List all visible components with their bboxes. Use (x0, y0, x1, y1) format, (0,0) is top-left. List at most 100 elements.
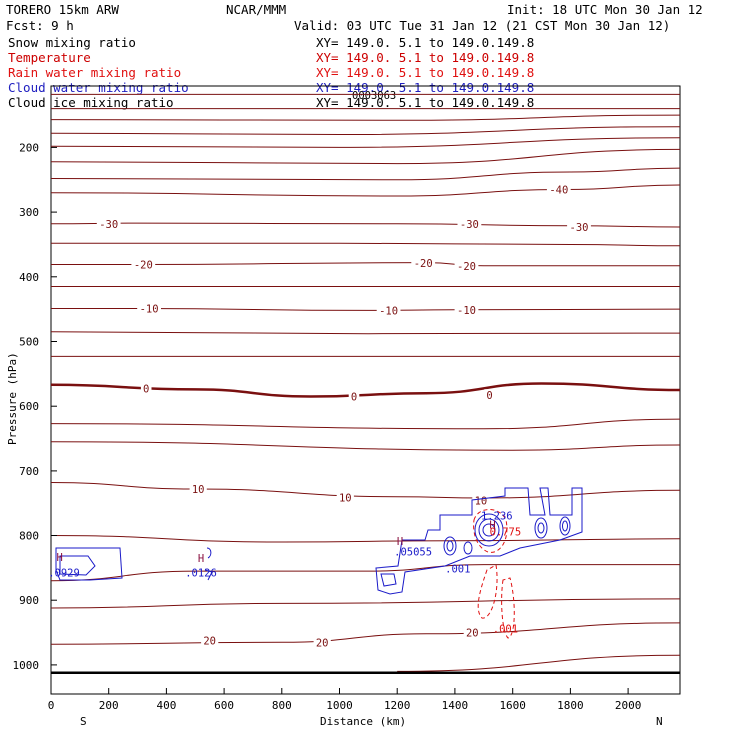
isotherm-label-0: -40 (549, 185, 568, 197)
rain-water-label-1: 0.775 (490, 527, 522, 539)
cloud-contour-cell-1 (474, 513, 504, 547)
cloud-contour-cell-2b (446, 540, 454, 552)
cloud-contour-cell-2 (443, 536, 457, 556)
x-tick-label-6: 1200 (384, 699, 411, 712)
x-tick-label-9: 1800 (557, 699, 584, 712)
x-end-left-label: S (80, 715, 87, 728)
isotherm-23 (397, 654, 681, 672)
isotherm-label-bg-3 (567, 221, 591, 233)
isotherm-label-bg-12 (484, 389, 495, 402)
isotherm-9 (51, 242, 681, 247)
isotherm-label-4: -20 (134, 260, 153, 272)
isotherm-label-bg-8 (376, 304, 401, 317)
overlay-code: 0003063 (352, 90, 396, 102)
cloud-contour-west-inner (59, 555, 96, 576)
cloud-water-label-2: H (198, 553, 204, 565)
x-tick-label-1: 200 (99, 699, 119, 712)
cloud-contour-east-small (380, 573, 397, 587)
rain-water-label-0: .001 (493, 624, 518, 636)
isotherm-label-15: 10 (475, 496, 488, 508)
isotherm-label-bg-2 (457, 217, 482, 230)
x-tick-label-10: 2000 (615, 699, 642, 712)
isotherm-19 (50, 535, 681, 543)
y-tick-label-6: 800 (19, 530, 39, 543)
isotherm-8 (50, 222, 681, 228)
isotherm-label-bg-16 (201, 634, 219, 647)
cloud-water-contours (55, 487, 583, 595)
rain-water-labels: .001 0.775 (490, 527, 522, 636)
isotherm-5 (50, 148, 681, 165)
forecast-hour: Fcst: 9 h (6, 18, 74, 33)
model-title: TORERO 15km ARW (6, 2, 119, 17)
rain-contour-plume (477, 564, 498, 619)
cloud-water-label-0: H (57, 552, 63, 564)
isotherm-label-11: 0 (351, 392, 357, 404)
x-tick-label-8: 1600 (499, 699, 526, 712)
legend-temperature-xy: XY= 149.0. 5.1 to 149.0.149.8 (316, 50, 534, 65)
y-tick-label-7: 900 (19, 594, 39, 607)
isotherm-4 (50, 137, 681, 148)
cloud-contour-west (55, 547, 123, 581)
isotherm-label-bg-17 (313, 636, 331, 649)
isotherm-label-bg-1 (96, 217, 121, 230)
x-tick-label-7: 1400 (442, 699, 469, 712)
cloud-contour-east (375, 487, 583, 595)
x-tick-label-5: 1000 (326, 699, 353, 712)
y-tick-label-4: 600 (19, 400, 39, 413)
cloud-contour-cell-3 (534, 517, 548, 539)
cloud-contour-cell-3b (537, 522, 545, 534)
rain-contour-core (473, 509, 508, 553)
cloud-contour-cell-1c (482, 523, 496, 537)
y-tick-label-3: 500 (19, 336, 39, 349)
isotherm-label-8: -10 (379, 305, 398, 317)
y-tick-label-1: 300 (19, 206, 39, 219)
isotherm-label-bg-14 (336, 491, 354, 504)
isotherm-label-bg-13 (189, 483, 207, 495)
isotherm-label-bg-15 (472, 494, 490, 507)
temperature-contours (50, 93, 681, 672)
legend-temperature-label: Temperature (8, 50, 91, 65)
legend-snow-label: Snow mixing ratio (8, 35, 136, 50)
legend-rain-xy: XY= 149.0. 5.1 to 149.0.149.8 (316, 65, 534, 80)
legend-cloud-water-label: Cloud water mixing ratio (8, 80, 189, 95)
isotherm-label-bg-0 (546, 183, 571, 196)
isotherm-7 (50, 184, 681, 197)
isotherm-17 (50, 441, 681, 451)
rain-contour-plume-2 (501, 577, 515, 639)
isotherm-13 (50, 331, 681, 335)
isotherm-18 (50, 482, 681, 499)
init-time: Init: 18 UTC Mon 30 Jan 12 (507, 2, 703, 17)
isotherm-label-7: -10 (140, 304, 159, 316)
cloud-water-label-1: .0929 (48, 567, 80, 579)
isotherm-2 (50, 114, 681, 121)
isotherm-label-18: 20 (466, 628, 479, 640)
valid-time: Valid: 03 UTC Tue 31 Jan 12 (21 CST Mon … (294, 18, 670, 33)
isotherm-label-bg-9 (454, 303, 479, 316)
isotherm-label-bg-18 (463, 626, 481, 639)
legend-cloud-water-xy: XY= 149.0. 5.1 to 149.0.149.8 (316, 80, 534, 95)
isotherm-12 (51, 307, 681, 311)
cloud-contour-cell-4b (562, 520, 568, 532)
isotherm-label-5: -20 (414, 258, 433, 270)
isotherm-16 (50, 418, 681, 430)
isotherm-10 (51, 262, 680, 267)
organization: NCAR/MMM (226, 2, 286, 17)
x-axis-label: Distance (km) (320, 715, 406, 728)
legend-cloud-ice-xy: XY= 149.0. 5.1 to 149.0.149.8 (316, 95, 534, 110)
y-axis-label: Pressure (hPa) (6, 352, 19, 445)
y-tick-label-0: 200 (19, 141, 39, 154)
isotherm-label-bg-10 (140, 382, 152, 395)
cloud-contour-cell-5 (463, 541, 473, 555)
y-axis-ticks: 200 300 400 500 600 700 800 900 1000 (13, 141, 57, 672)
isotherm-6 (50, 167, 681, 181)
x-axis-ticks: 0 200 400 600 800 1000 1200 1400 1600 1800 2000 (48, 688, 642, 712)
isotherm-label-13: 10 (192, 484, 205, 496)
legend-snow-xy: XY= 149.0. 5.1 to 149.0.149.8 (316, 35, 534, 50)
cloud-water-label-7: H (489, 519, 495, 531)
isotherm-21 (50, 598, 681, 609)
x-end-right-label: N (656, 715, 663, 728)
x-tick-label-2: 400 (156, 699, 176, 712)
x-tick-label-0: 0 (48, 699, 55, 712)
isotherm-label-bg-7 (137, 302, 161, 315)
